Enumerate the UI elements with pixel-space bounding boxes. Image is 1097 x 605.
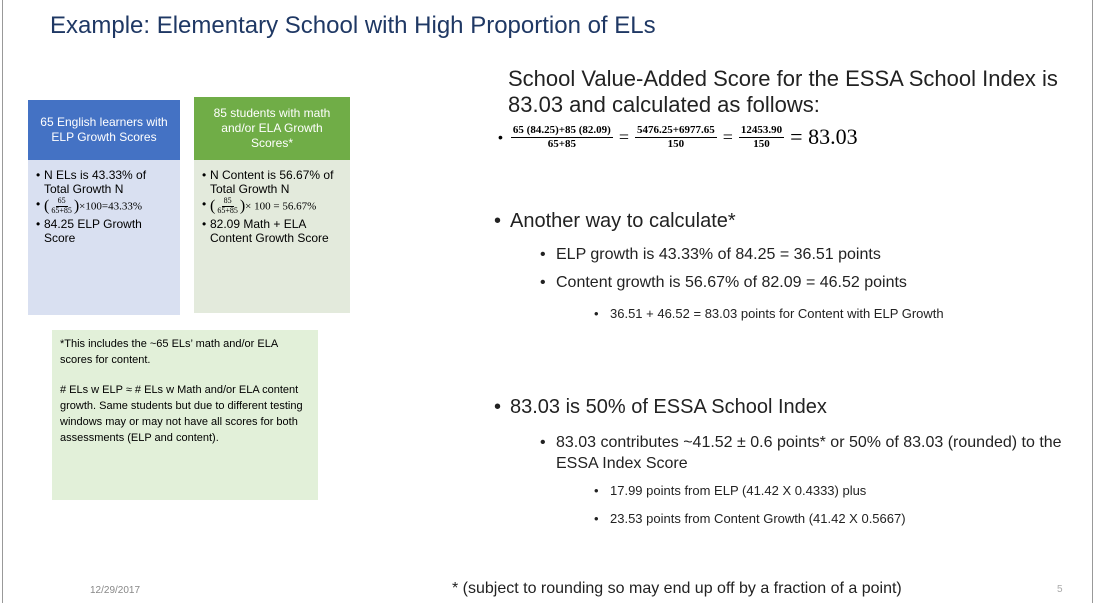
fraction: 65 65+85 (49, 196, 74, 216)
section-heading: Another way to calculate* (494, 210, 736, 233)
numerator: 65 (84.25)+85 (82.09) (510, 124, 613, 138)
date: 12/29/2017 (90, 585, 141, 596)
note-text: *This includes the ~65 ELs’ math and/or … (60, 338, 278, 366)
fraction: 85 65+85 (215, 196, 240, 216)
formula-result: = 83.03 (790, 124, 858, 149)
formula-rest: ×100=43.33% (79, 200, 142, 213)
paren: ) (73, 197, 80, 215)
bullet: 82.09 Math + ELA Content Growth Score (202, 217, 344, 245)
denominator: 65+85 (217, 205, 238, 215)
fraction: 12453.90 150 (738, 124, 785, 150)
slide-number: 5 (1057, 584, 1063, 595)
sub-item: 17.99 points from ELP (41.42 X 0.4333) p… (594, 482, 866, 499)
footnote: * (subject to rounding so may end up off… (452, 580, 902, 597)
bullet: 84.25 ELP Growth Score (36, 217, 174, 245)
sub-item: 36.51 + 46.52 = 83.03 points for Content… (594, 305, 1050, 322)
item: Content growth is 56.67% of 82.09 = 46.5… (540, 274, 907, 292)
numerator: 85 (221, 196, 234, 207)
slide-title: Example: Elementary School with High Pro… (50, 12, 656, 39)
bullet: N Content is 56.67% of Total Growth N (202, 168, 344, 196)
item: 83.03 contributes ~41.52 ± 0.6 points* o… (540, 432, 1076, 474)
paren: ) (239, 197, 246, 215)
fraction: 65 (84.25)+85 (82.09) 65+85 (510, 124, 613, 150)
denominator: 65+85 (547, 137, 576, 150)
bullet: N ELs is 43.33% of Total Growth N (36, 168, 174, 196)
right-box-header: 85 students with math and/or ELA Growth … (194, 97, 350, 160)
numerator: 5476.25+6977.65 (634, 124, 717, 138)
note-box: *This includes the ~65 ELs’ math and/or … (52, 330, 318, 500)
numerator: 12453.90 (738, 124, 785, 138)
denominator: 150 (667, 137, 685, 150)
main-formula: • 65 (84.25)+85 (82.09) 65+85 = 5476.25+6… (498, 124, 858, 150)
fraction: 5476.25+6977.65 150 (634, 124, 717, 150)
left-box-header: 65 English learners with ELP Growth Scor… (28, 100, 180, 160)
right-box: N Content is 56.67% of Total Growth N (8… (194, 160, 350, 313)
operator: = (722, 126, 733, 147)
bullet-dot: • (498, 129, 503, 145)
denominator: 150 (753, 137, 770, 150)
paren: ( (210, 197, 216, 215)
paren: ( (44, 197, 50, 215)
operator: = (618, 126, 629, 147)
left-box: N ELs is 43.33% of Total Growth N (6565+… (28, 160, 180, 315)
intro-text: School Value-Added Score for the ESSA Sc… (508, 66, 1058, 117)
sub-item: 23.53 points from Content Growth (41.42 … (594, 510, 906, 527)
note-text: # ELs w ELP ≈ # ELs w Math and/or ELA co… (60, 384, 303, 444)
item: ELP growth is 43.33% of 84.25 = 36.51 po… (540, 246, 881, 264)
numerator: 65 (55, 196, 68, 207)
denominator: 65+85 (51, 205, 72, 215)
section-heading: 83.03 is 50% of ESSA School Index (494, 396, 827, 419)
formula-rest: × 100 = 56.67% (245, 200, 317, 213)
